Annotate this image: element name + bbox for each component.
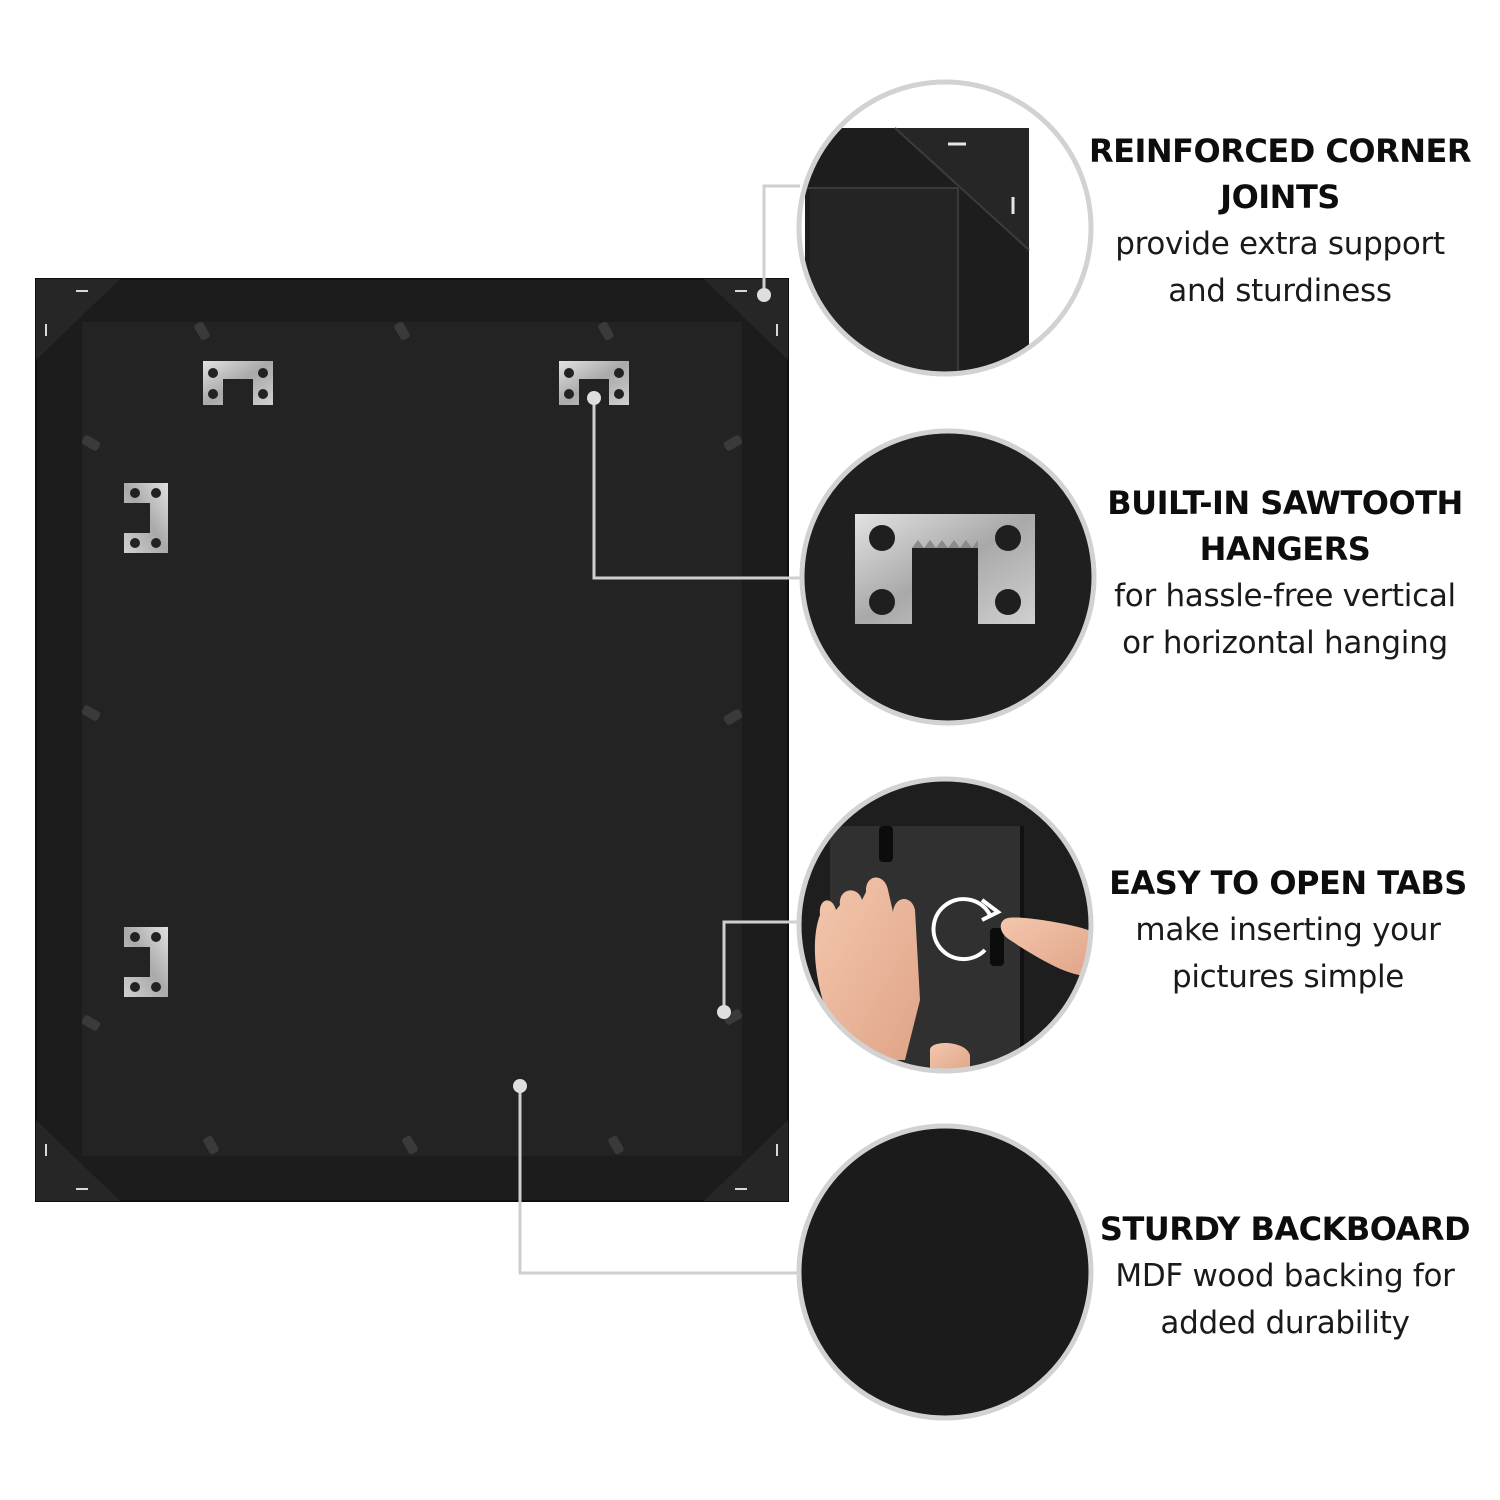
feature-title-line: STURDY BACKBOARD	[1099, 1210, 1471, 1248]
feature-title: REINFORCED CORNER JOINTS	[1085, 128, 1475, 220]
feature-backboard: STURDY BACKBOARD MDF wood backing for ad…	[1090, 1206, 1480, 1347]
feature-title-line: REINFORCED CORNER	[1088, 132, 1472, 170]
feature-description: make inserting your pictures simple	[1093, 907, 1483, 1001]
feature-description-line: or horizontal hanging	[1122, 625, 1448, 661]
callout-lines	[518, 184, 800, 1275]
feature-title-line: BUILT-IN SAWTOOTH	[1107, 484, 1463, 522]
feature-open-tabs: EASY TO OPEN TABS make inserting your pi…	[1093, 860, 1483, 1001]
feature-title: BUILT-IN SAWTOOTH HANGERS	[1090, 480, 1480, 572]
feature-corner-joints: REINFORCED CORNER JOINTS provide extra s…	[1085, 128, 1475, 315]
feature-description-line: and sturdiness	[1168, 273, 1392, 309]
backboard	[82, 322, 742, 1156]
feature-description: MDF wood backing for added durability	[1090, 1253, 1480, 1347]
feature-description-line: provide extra support	[1115, 226, 1445, 262]
feature-description-line: pictures simple	[1171, 959, 1405, 995]
corner-brace	[704, 1120, 788, 1201]
corner-brace	[36, 279, 120, 360]
corner-brace	[36, 1120, 120, 1201]
sawtooth-hanger-closeup	[799, 428, 1097, 726]
feature-title-line: JOINTS	[1220, 178, 1340, 216]
feature-title: STURDY BACKBOARD	[1090, 1206, 1480, 1252]
backboard-closeup	[796, 1123, 1094, 1421]
feature-title-line: EASY TO OPEN TABS	[1109, 864, 1467, 902]
turn-tab-closeup	[796, 776, 1094, 1074]
feature-sawtooth-hangers: BUILT-IN SAWTOOTH HANGERS for hassle-fre…	[1090, 480, 1480, 667]
feature-description-line: MDF wood backing for	[1115, 1258, 1455, 1294]
feature-description: for hassle-free vertical or horizontal h…	[1090, 573, 1480, 667]
feature-description-line: added durability	[1160, 1305, 1410, 1341]
feature-description: provide extra support and sturdiness	[1085, 221, 1475, 315]
callout-dots	[513, 288, 771, 1093]
feature-title-line: HANGERS	[1199, 530, 1371, 568]
corner-joint-closeup	[796, 79, 1094, 377]
feature-description-line: for hassle-free vertical	[1114, 578, 1456, 614]
feature-description-line: make inserting your	[1135, 912, 1441, 948]
frame-back	[35, 278, 789, 1202]
feature-title: EASY TO OPEN TABS	[1093, 860, 1483, 906]
